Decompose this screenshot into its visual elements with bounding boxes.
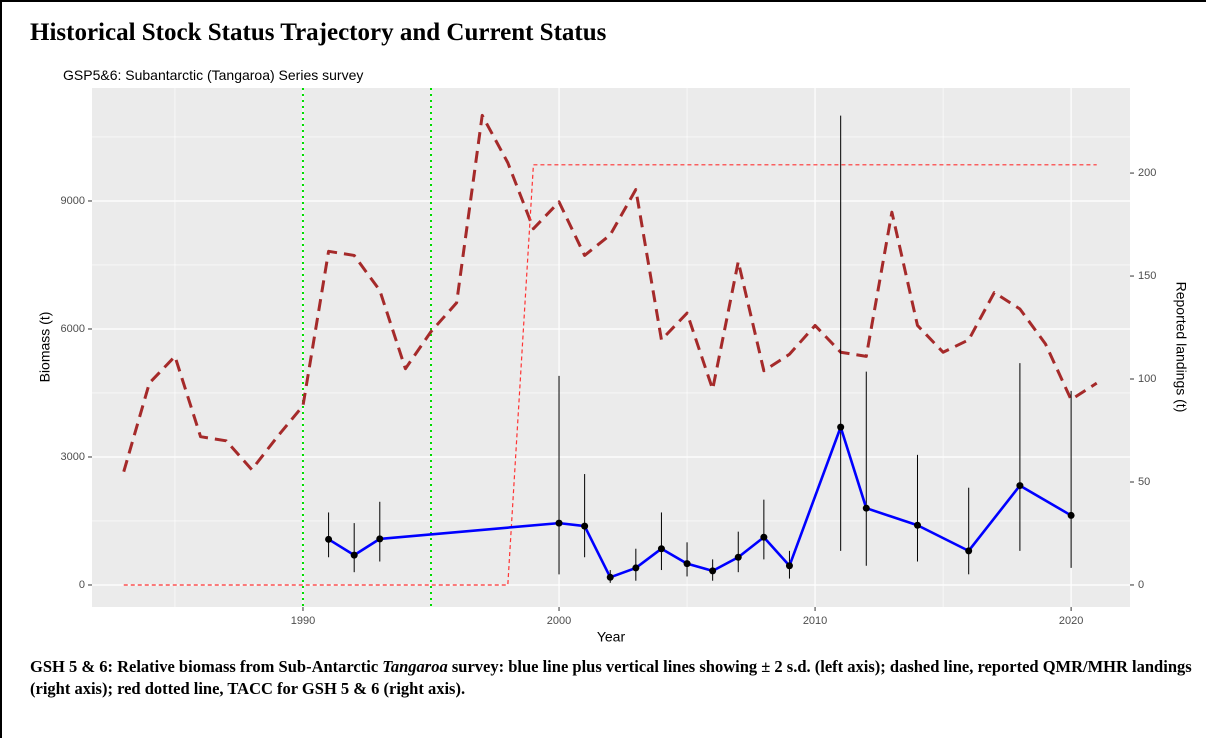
point [1016, 482, 1024, 490]
point [683, 560, 691, 568]
caption-text: GSH 5 & 6: Relative biomass from Sub-Ant… [30, 657, 383, 676]
y-tick-label: 9000 [61, 195, 85, 207]
point [709, 567, 717, 575]
y-tick-label: 6000 [61, 323, 85, 335]
x-tick-label: 2010 [803, 615, 827, 627]
point [632, 564, 640, 572]
point [734, 553, 742, 561]
point [350, 551, 358, 559]
point [657, 545, 665, 553]
caption-text: survey: blue line plus vertical lines sh… [30, 657, 1196, 698]
x-tick-label: 2000 [547, 615, 571, 627]
y-tick-label: 3000 [61, 451, 85, 463]
plot-panel [92, 88, 1130, 607]
point [862, 504, 870, 512]
page-title: Historical Stock Status Trajectory and C… [30, 19, 607, 46]
series-line [123, 164, 1097, 586]
point [581, 522, 589, 530]
point [606, 573, 614, 581]
point [785, 562, 793, 570]
marks [122, 88, 1098, 607]
point [837, 423, 845, 431]
y2-tick-label: 100 [1138, 373, 1156, 385]
x-tick-label: 1990 [291, 615, 315, 627]
x-tick-label: 2020 [1059, 615, 1083, 627]
caption: GSH 5 & 6: Relative biomass from Sub-Ant… [30, 656, 1200, 700]
y-axis-label: Biomass (t) [37, 312, 53, 383]
point [1067, 511, 1075, 519]
y2-tick-label: 150 [1138, 270, 1156, 282]
y-tick-label: 0 [79, 579, 85, 591]
point [760, 533, 768, 541]
caption-text: Tangaroa [382, 657, 448, 676]
series-line [122, 113, 1098, 473]
point [965, 547, 973, 555]
point [376, 535, 384, 543]
y2-axis-label: Reported landings (t) [1173, 282, 1189, 413]
chart-subtitle: GSP5&6: Subantarctic (Tangaroa) Series s… [63, 67, 363, 83]
point [555, 519, 563, 527]
x-axis-label: Year [597, 629, 626, 645]
point [325, 535, 333, 543]
y2-tick-label: 50 [1138, 476, 1150, 488]
y2-tick-label: 200 [1138, 167, 1156, 179]
point [913, 521, 921, 529]
y2-tick-label: 0 [1138, 579, 1144, 591]
